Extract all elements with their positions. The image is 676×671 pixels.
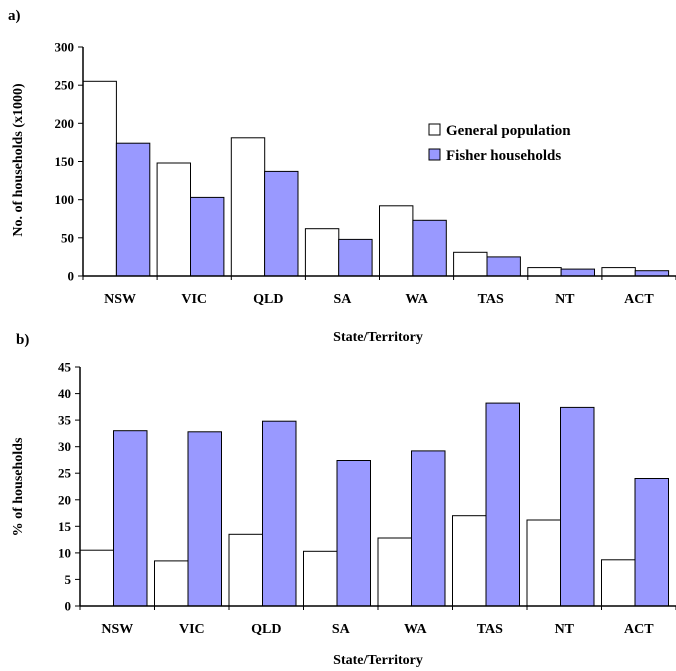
bar-general-population-tas — [453, 251, 488, 277]
bar-fisher-households-sa — [336, 460, 371, 607]
bar-general-population-vic — [156, 162, 192, 277]
bar-fisher-households-sa — [338, 238, 373, 277]
panel-b-label: b) — [16, 332, 29, 348]
y-tick-label-40: 40 — [58, 386, 71, 401]
panel-b-x-categories: NSW VIC QLD SA WA TAS NT ACT — [101, 622, 654, 637]
y-tick-label-0: 0 — [68, 269, 75, 284]
panel-a-households-chart: a) No. of households (x1000) State/Terri… — [8, 8, 676, 345]
y-tick-label-45: 45 — [58, 360, 72, 375]
bar-fisher-households-qld — [262, 420, 297, 607]
bar-fisher-households-nt — [560, 268, 595, 277]
bar-general-population-qld — [228, 533, 263, 607]
y-tick-label-0: 0 — [65, 599, 72, 614]
bar-general-population-act — [601, 559, 636, 607]
bar-general-population-wa — [377, 537, 412, 607]
x-tick-label-nt: NT — [555, 292, 575, 307]
panel-b-x-axis-title: State/Territory — [333, 653, 423, 668]
x-tick-label-vic: VIC — [181, 292, 207, 307]
x-tick-label-nsw: NSW — [104, 292, 136, 307]
bar-fisher-households-nsw — [115, 142, 151, 277]
bar-general-population-sa — [303, 550, 338, 607]
bar-general-population-nsw — [79, 549, 114, 607]
y-tick-label-30: 30 — [58, 439, 71, 454]
y-tick-label-300: 300 — [55, 40, 75, 55]
bar-fisher-households-vic — [190, 196, 225, 277]
legend-label-fisher-households: Fisher households — [446, 148, 561, 164]
panel-a-label: a) — [8, 8, 21, 24]
x-tick-label-act: ACT — [624, 292, 654, 307]
legend-swatch-general-population — [428, 123, 441, 136]
bar-general-population-qld — [230, 137, 266, 277]
legend-swatch-fisher-households — [428, 148, 441, 161]
y-tick-label-5: 5 — [65, 572, 72, 587]
x-tick-label-qld: QLD — [251, 622, 281, 637]
panel-a-x-axis-title: State/Territory — [333, 330, 423, 345]
panel-a-bars — [82, 80, 670, 277]
bar-general-population-vic — [154, 560, 189, 607]
x-tick-label-vic: VIC — [179, 622, 205, 637]
panel-b-y-axis-title: % of households — [11, 437, 26, 536]
x-tick-label-wa: WA — [404, 622, 427, 637]
x-tick-label-nt: NT — [555, 622, 575, 637]
y-tick-label-100: 100 — [55, 192, 75, 207]
y-tick-label-200: 200 — [55, 116, 75, 131]
bar-fisher-households-act — [634, 270, 670, 277]
bar-general-population-nsw — [82, 80, 117, 277]
y-tick-label-150: 150 — [55, 154, 75, 169]
panel-b-percentage-chart: b) % of households State/Territory 0 5 10 1… — [11, 332, 676, 668]
panel-a-x-categories: NSW VIC QLD SA WA TAS NT ACT — [104, 292, 654, 307]
bar-fisher-households-tas — [486, 256, 521, 277]
bar-fisher-households-wa — [411, 450, 446, 607]
panel-b-y-ticks: 0 5 10 15 20 25 30 35 40 45 — [58, 360, 676, 614]
x-tick-label-act: ACT — [624, 622, 654, 637]
x-tick-label-sa: SA — [333, 292, 352, 307]
panel-a-y-ticks: 0 50 100 150 200 250 300 — [55, 40, 676, 284]
y-tick-label-10: 10 — [58, 545, 71, 560]
x-tick-label-qld: QLD — [253, 292, 283, 307]
bar-fisher-households-nt — [560, 406, 595, 607]
bar-fisher-households-tas — [485, 402, 520, 607]
bar-general-population-tas — [452, 515, 487, 607]
y-tick-label-250: 250 — [55, 78, 75, 93]
bar-fisher-households-qld — [264, 170, 299, 277]
x-tick-label-wa: WA — [405, 292, 428, 307]
bar-fisher-households-wa — [412, 219, 447, 277]
y-tick-label-20: 20 — [58, 492, 71, 507]
bar-fisher-households-vic — [187, 431, 222, 607]
y-tick-label-35: 35 — [58, 413, 72, 428]
legend-label-general-population: General population — [446, 123, 571, 139]
bar-general-population-nt — [526, 519, 561, 607]
bar-general-population-wa — [379, 205, 414, 277]
panel-a-y-axis-title: No. of households (x1000) — [11, 83, 26, 237]
y-tick-label-50: 50 — [61, 230, 74, 245]
legend: General population Fisher households — [428, 123, 571, 164]
x-tick-label-sa: SA — [332, 622, 351, 637]
bar-fisher-households-nsw — [113, 430, 148, 607]
y-tick-label-25: 25 — [58, 466, 72, 481]
bar-general-population-act — [601, 267, 636, 277]
bar-fisher-households-act — [634, 478, 669, 607]
bar-general-population-sa — [304, 228, 340, 277]
x-tick-label-nsw: NSW — [101, 622, 133, 637]
bar-general-population-nt — [527, 267, 562, 277]
x-tick-label-tas: TAS — [478, 292, 504, 307]
panel-b-bars — [79, 402, 669, 607]
y-tick-label-15: 15 — [58, 519, 72, 534]
x-tick-label-tas: TAS — [477, 622, 503, 637]
